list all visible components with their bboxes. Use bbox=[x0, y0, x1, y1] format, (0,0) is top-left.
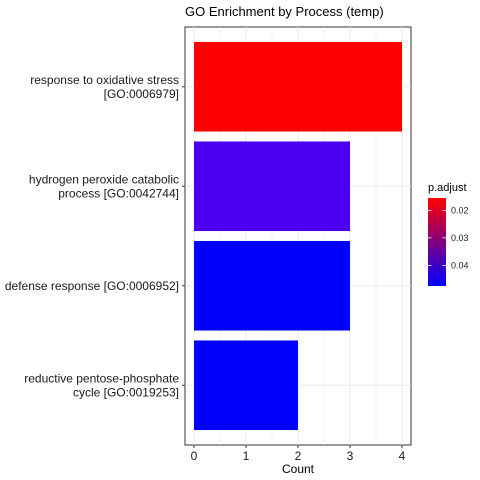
category-labels: response to oxidative stress [GO:0006979]… bbox=[5, 73, 185, 399]
category-label-line: reductive pentose-phosphate bbox=[24, 371, 179, 385]
category-label-line: process [GO:0042744] bbox=[58, 186, 179, 200]
x-axis-title: Count bbox=[282, 462, 315, 476]
category-label: hydrogen peroxide catabolic process [GO:0… bbox=[29, 172, 179, 200]
legend-ticks: 0.02 0.03 0.04 bbox=[428, 205, 469, 270]
x-tick-label: 1 bbox=[243, 449, 250, 463]
legend-title: p.adjust bbox=[428, 182, 467, 194]
bars bbox=[194, 41, 402, 431]
bar bbox=[194, 240, 350, 331]
x-axis-ticks: 0 1 2 3 4 bbox=[191, 445, 406, 463]
category-label-line: hydrogen peroxide catabolic bbox=[29, 172, 179, 186]
x-tick-label: 3 bbox=[347, 449, 354, 463]
category-label-line: [GO:0006979] bbox=[104, 87, 179, 101]
x-tick-label: 4 bbox=[399, 449, 406, 463]
category-label: response to oxidative stress [GO:0006979] bbox=[30, 73, 179, 101]
bar bbox=[194, 141, 350, 232]
legend-tick-label: 0.03 bbox=[451, 233, 469, 243]
legend-colorbar bbox=[428, 198, 446, 286]
category-label: reductive pentose-phosphate cycle [GO:001… bbox=[24, 371, 179, 399]
category-label-line: response to oxidative stress bbox=[30, 73, 179, 87]
category-label-line: cycle [GO:0019253] bbox=[73, 385, 179, 399]
x-tick-label: 2 bbox=[295, 449, 302, 463]
legend-tick-label: 0.04 bbox=[451, 260, 469, 270]
category-label: defense response [GO:0006952] bbox=[5, 279, 179, 293]
color-legend: p.adjust 0.02 0.03 0.04 bbox=[428, 182, 469, 286]
bar bbox=[194, 41, 402, 132]
bar bbox=[194, 340, 298, 431]
category-label-line: defense response [GO:0006952] bbox=[5, 279, 179, 293]
legend-tick-label: 0.02 bbox=[451, 205, 469, 215]
x-tick-label: 0 bbox=[191, 449, 198, 463]
chart-title: GO Enrichment by Process (temp) bbox=[185, 4, 384, 19]
